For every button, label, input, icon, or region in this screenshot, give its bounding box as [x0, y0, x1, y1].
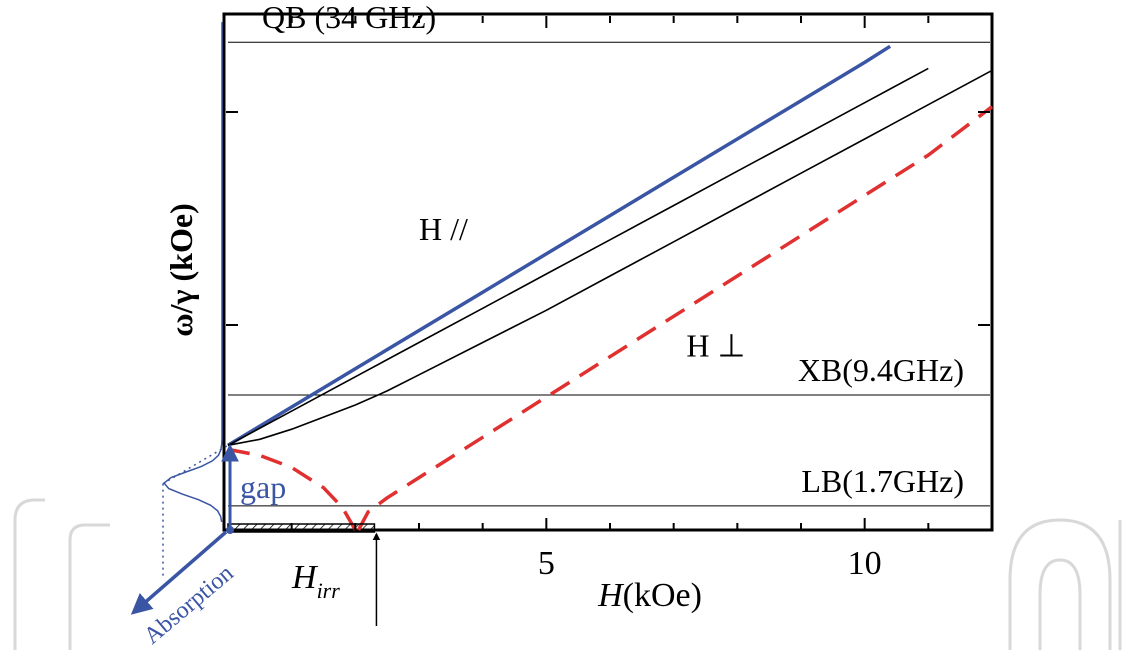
absorption-dotted-diagonal: [162, 444, 229, 485]
series-line: [227, 44, 892, 447]
band-label: QB (34 GHz): [262, 0, 436, 35]
watermark-logo: [13, 498, 1122, 650]
gap-label: gap: [240, 469, 286, 505]
series-line: [356, 105, 994, 531]
series-labels: H // H ⊥: [419, 211, 745, 364]
plot-frame: [222, 12, 994, 532]
series-label: H ⊥: [686, 328, 745, 364]
band-label: LB(1.7GHz): [801, 463, 964, 499]
y-axis-label: ω/γ (kOe): [163, 203, 199, 336]
band-label: XB(9.4GHz): [798, 352, 964, 388]
series-line: [227, 67, 929, 447]
gap-origin-dot: [226, 526, 234, 534]
series-group: [227, 44, 994, 531]
x-tick-label: 5: [538, 545, 555, 582]
absorption-profile: [163, 22, 223, 523]
axis-ticks: 5 10: [226, 16, 990, 582]
irr-hatched-region: [227, 523, 376, 533]
irr-label: Hirr: [291, 559, 340, 603]
series-line: [227, 447, 357, 531]
x-axis-label: H(kOe): [597, 577, 702, 614]
series-line: [227, 69, 993, 447]
frequency-bands: QB (34 GHz) XB(9.4GHz) LB(1.7GHz): [228, 0, 990, 507]
absorption-label: Absorption: [139, 560, 238, 649]
x-tick-label: 10: [848, 545, 882, 582]
series-label: H //: [419, 211, 468, 247]
absorption-axis-arrow: [130, 530, 228, 615]
